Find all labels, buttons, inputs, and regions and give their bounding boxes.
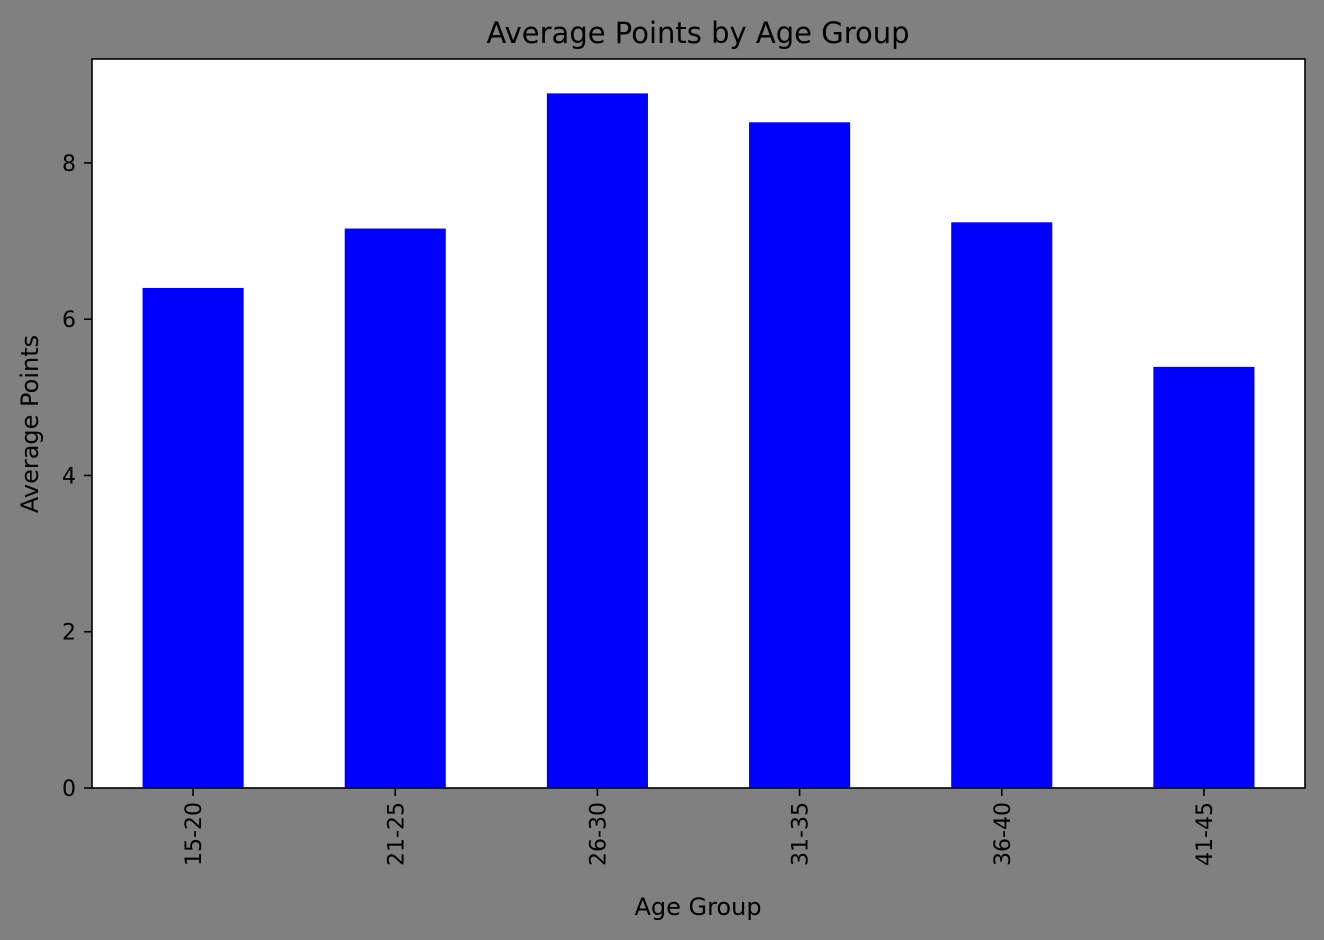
x-tick-label: 21-25 [384,802,409,866]
y-tick-label: 0 [62,777,76,802]
x-tick-label: 41-45 [1193,802,1218,866]
bar-36-40 [951,222,1053,788]
x-tick-label: 15-20 [182,802,207,866]
y-tick-label: 4 [62,464,76,489]
bar-26-30 [546,93,648,789]
y-tick-label: 6 [62,308,76,333]
chart-title: Average Points by Age Group [486,16,909,50]
x-tick-label: 31-35 [789,802,814,866]
y-axis: 0 2 4 6 8 [62,152,92,802]
plot-frame [91,58,1306,789]
x-axis: 15-20 21-25 26-30 31-35 36-40 41-45 [182,788,1218,866]
x-axis-label: Age Group [634,893,761,921]
x-tick-label: 36-40 [991,802,1016,866]
y-axis-label: Average Points [16,335,44,513]
bar-15-20 [142,287,244,788]
plot-area [92,59,1305,788]
bar-31-35 [749,122,851,789]
bar-21-25 [344,228,446,789]
x-tick-label: 26-30 [586,802,611,866]
bar-41-45 [1153,366,1255,788]
bars-layer [142,93,1255,789]
y-tick-label: 2 [62,621,76,646]
y-tick-label: 8 [62,152,76,177]
